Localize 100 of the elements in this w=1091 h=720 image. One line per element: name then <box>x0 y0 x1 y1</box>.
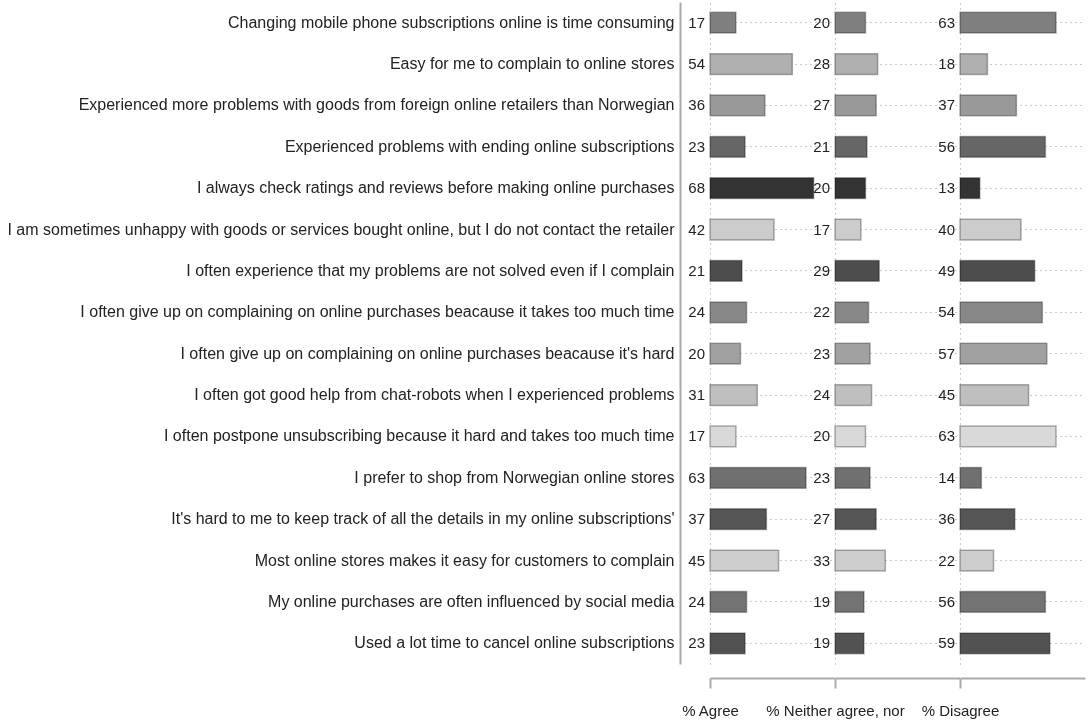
bar <box>959 177 981 200</box>
data-label: 23 <box>688 634 705 652</box>
data-label: 23 <box>813 468 830 486</box>
bar <box>709 301 748 324</box>
data-label: 19 <box>813 592 830 610</box>
data-label: 40 <box>938 220 955 238</box>
data-label: 22 <box>813 303 830 321</box>
data-label: 24 <box>688 303 705 321</box>
data-label: 63 <box>938 13 955 31</box>
data-label: 23 <box>688 137 705 155</box>
bar <box>834 508 877 531</box>
data-label: 20 <box>813 427 830 445</box>
bar <box>959 466 983 489</box>
bar <box>834 94 877 117</box>
data-label: 27 <box>813 96 830 114</box>
y-tick-label: Easy for me to complain to online stores <box>389 55 675 73</box>
data-label: 54 <box>688 55 705 73</box>
bar <box>709 549 780 572</box>
data-label: 23 <box>813 344 830 362</box>
data-label: 20 <box>813 13 830 31</box>
data-label: 21 <box>688 261 705 279</box>
bar <box>834 466 871 489</box>
bar <box>834 301 870 324</box>
bar <box>959 301 1044 324</box>
data-label: 18 <box>938 55 955 73</box>
bar <box>959 632 1051 655</box>
bar <box>959 52 989 76</box>
data-label: 56 <box>938 137 955 155</box>
data-label: 28 <box>813 55 830 73</box>
data-label: 20 <box>813 179 830 197</box>
bar <box>709 466 807 489</box>
data-label: 33 <box>813 551 830 569</box>
bar <box>834 218 862 241</box>
bar <box>709 590 748 614</box>
data-label: 20 <box>688 344 705 362</box>
data-label: 17 <box>813 220 830 238</box>
y-tick-label: Changing mobile phone subscriptions online is time consuming <box>228 13 675 31</box>
bar <box>709 632 746 655</box>
data-label: 21 <box>813 137 830 155</box>
data-label: 14 <box>938 468 955 486</box>
y-tick-label: I prefer to shop from Norwegian online stores <box>354 468 675 486</box>
bar <box>834 135 868 158</box>
bar <box>709 11 737 34</box>
bar <box>959 383 1030 407</box>
bar <box>959 342 1048 365</box>
bar <box>834 383 873 407</box>
bar <box>959 135 1047 158</box>
bar <box>959 259 1036 283</box>
bar <box>709 383 759 407</box>
data-label: 37 <box>938 96 955 114</box>
bar <box>834 259 880 283</box>
y-tick-label: I often got good help from chat-robots when I experienced problems <box>194 386 675 404</box>
bar <box>834 590 865 614</box>
data-label: 63 <box>938 427 955 445</box>
data-label: 45 <box>688 551 705 569</box>
y-tick-label: Experienced more problems with goods from foreign online retailers than Norwegian <box>78 96 675 114</box>
y-tick-label: My online purchases are often influenced by social media <box>268 592 675 610</box>
bar <box>834 52 879 76</box>
bar <box>709 52 794 76</box>
y-tick-label: Experienced problems with ending online subscriptions <box>284 137 675 155</box>
bar <box>709 425 737 448</box>
bar <box>959 94 1018 117</box>
x-axis-title: % Neither agree, nor <box>766 701 905 719</box>
y-tick-label: I often give up on complaining on online purchases beacause it's hard <box>180 344 675 362</box>
data-label: 37 <box>688 510 705 528</box>
data-label: 59 <box>938 634 955 652</box>
data-label: 24 <box>688 592 705 610</box>
bar <box>834 425 867 448</box>
data-label: 45 <box>938 386 955 404</box>
bar <box>959 549 995 572</box>
data-label: 22 <box>938 551 955 569</box>
bar <box>709 508 768 531</box>
data-label: 56 <box>938 592 955 610</box>
x-axis-title: % Disagree <box>921 701 1000 719</box>
bar <box>959 11 1057 34</box>
data-label: 19 <box>813 634 830 652</box>
x-axis-title: % Agree <box>682 701 739 719</box>
bar <box>834 11 867 34</box>
bar <box>834 177 867 200</box>
data-label: 57 <box>938 344 955 362</box>
bar <box>709 135 746 158</box>
bar <box>959 218 1022 241</box>
data-label: 31 <box>688 386 705 404</box>
bar <box>834 549 887 572</box>
y-tick-label: It's hard to me to keep track of all the details in my online subscriptions' <box>171 510 675 528</box>
bar <box>834 632 865 655</box>
bar <box>959 508 1016 531</box>
data-label: 63 <box>688 468 705 486</box>
data-label: 49 <box>938 261 955 279</box>
y-tick-label: I always check ratings and reviews before making online purchases <box>196 179 675 197</box>
data-label: 36 <box>938 510 955 528</box>
data-label: 27 <box>813 510 830 528</box>
bar <box>709 177 815 200</box>
data-label: 24 <box>813 386 830 404</box>
data-label: 36 <box>688 96 705 114</box>
y-tick-label: Most online stores makes it easy for customers to complain <box>254 551 675 569</box>
data-label: 68 <box>688 179 705 197</box>
data-label: 13 <box>938 179 955 197</box>
bar <box>959 425 1057 448</box>
data-label: 54 <box>938 303 955 321</box>
